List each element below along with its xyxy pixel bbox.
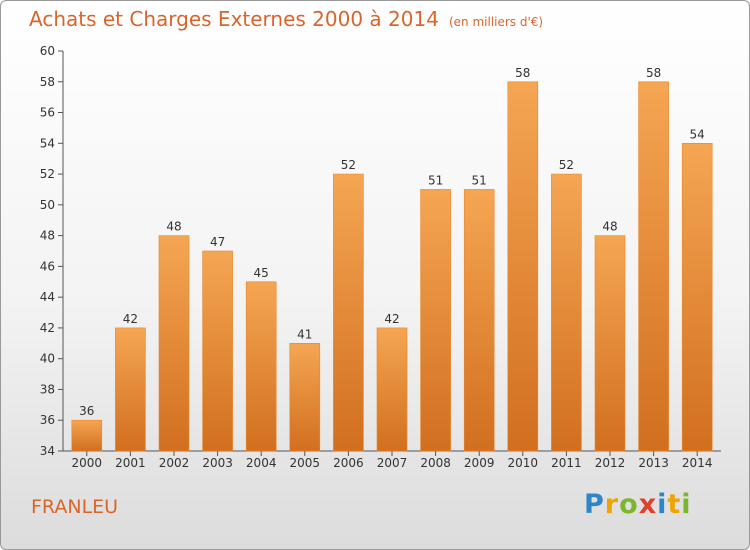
data-label: 42: [384, 312, 399, 326]
bar: [681, 143, 713, 452]
axes: 34 36 38 40 42 44 46 48 50 52 54 56 58 60 2000 2001 2002…: [40, 44, 721, 470]
bar: [594, 235, 626, 452]
y-tick-label: 48: [40, 229, 55, 243]
chart-title-text: Achats et Charges Externes 2000 à 2014: [29, 7, 439, 31]
x-tick-label: 2007: [377, 456, 408, 470]
proxiti-logo: Proxiti: [584, 489, 692, 520]
y-tick-label: 50: [40, 198, 55, 212]
x-tick-label: 2001: [115, 456, 146, 470]
bar: [551, 173, 582, 452]
x-tick-label: 2004: [246, 456, 277, 470]
y-tick-label: 38: [40, 382, 55, 396]
data-label: 54: [690, 127, 705, 141]
data-label: 45: [254, 266, 269, 280]
data-label: 36: [79, 404, 94, 418]
x-tick-label: 2006: [333, 456, 364, 470]
bar: [333, 173, 364, 452]
x-tick-label: 2005: [290, 456, 321, 470]
y-tick-label: 56: [40, 106, 55, 120]
x-tick-label: 2003: [202, 456, 233, 470]
bar: [245, 281, 277, 452]
x-tick-label: 2008: [420, 456, 451, 470]
bar: [202, 250, 233, 452]
y-tick-label: 42: [40, 321, 55, 335]
data-label: 58: [646, 66, 661, 80]
logo-letter: o: [619, 489, 639, 520]
bar: [71, 419, 103, 452]
bar: [638, 81, 669, 452]
data-label: 41: [297, 327, 312, 341]
x-tick-label: 2011: [551, 456, 582, 470]
y-tick-label: 58: [40, 75, 55, 89]
bar: [158, 235, 190, 452]
x-tick-label: 2010: [508, 456, 539, 470]
y-tick-label: 44: [40, 290, 55, 304]
logo-letter: i: [681, 489, 692, 520]
x-tick-label: 2002: [159, 456, 190, 470]
data-label: 58: [515, 66, 530, 80]
y-tick-label: 54: [40, 136, 55, 150]
y-tick-label: 52: [40, 167, 55, 181]
y-tick-label: 46: [40, 259, 55, 273]
data-label: 48: [602, 220, 617, 234]
bar: [507, 81, 539, 452]
logo-letter: x: [638, 489, 658, 520]
x-tick-label: 2014: [682, 456, 713, 470]
data-label: 48: [166, 220, 181, 234]
logo-letter: t: [667, 489, 682, 520]
bar: [463, 189, 495, 452]
x-tick-label: 2012: [595, 456, 626, 470]
data-label: 47: [210, 235, 225, 249]
data-label: 52: [559, 158, 574, 172]
data-label: 42: [123, 312, 138, 326]
data-label: 51: [428, 173, 443, 187]
logo-letter: r: [604, 489, 620, 520]
chart-unit: (en milliers d'€): [448, 15, 544, 29]
bars: 36 42 48 47 45 41 52 42 51 51 58 52 48 58 54: [71, 66, 713, 452]
y-tick-label: 34: [40, 444, 55, 458]
data-label: 51: [472, 173, 487, 187]
bar: [289, 343, 321, 452]
y-tick-label: 36: [40, 413, 55, 427]
bar: [115, 327, 146, 452]
chart-title: Achats et Charges Externes 2000 à 2014 (e…: [29, 7, 543, 31]
x-tick-label: 2009: [464, 456, 495, 470]
logo-letter: i: [657, 489, 668, 520]
logo-letter: P: [584, 489, 605, 520]
bar: [420, 189, 451, 452]
data-label: 52: [341, 158, 356, 172]
x-tick-label: 2000: [72, 456, 103, 470]
y-tick-label: 60: [40, 44, 55, 58]
bar: [376, 327, 408, 452]
x-tick-label: 2013: [638, 456, 669, 470]
y-tick-label: 40: [40, 352, 55, 366]
city-name: FRANLEU: [31, 496, 119, 518]
